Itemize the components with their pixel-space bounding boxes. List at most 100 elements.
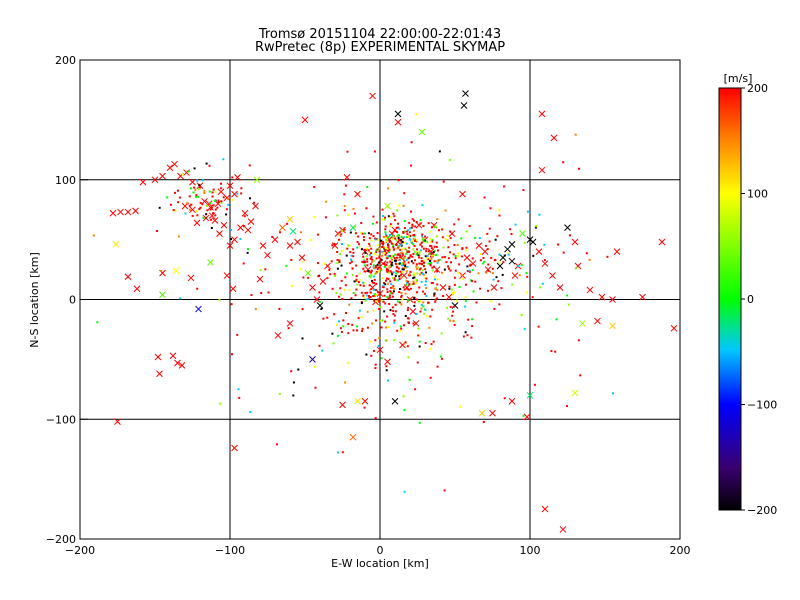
data-point-dot xyxy=(430,254,433,257)
data-point-dot xyxy=(401,268,404,271)
data-point-dot xyxy=(239,237,242,240)
data-point-dot xyxy=(323,262,326,265)
data-point-dot xyxy=(493,307,496,310)
data-point-dot xyxy=(486,248,489,251)
data-point-dot xyxy=(253,201,256,204)
data-point-dot xyxy=(449,251,452,254)
data-point-dot xyxy=(370,252,373,255)
data-point-dot xyxy=(236,333,239,336)
data-point-dot xyxy=(382,242,385,245)
data-point-dot xyxy=(403,342,406,345)
data-point-dot xyxy=(279,231,282,234)
data-point-dot xyxy=(436,365,439,368)
data-point-dot xyxy=(330,260,333,263)
data-point-cross xyxy=(139,178,147,186)
data-point-dot xyxy=(352,255,355,258)
data-point-dot xyxy=(404,266,407,269)
data-point-cross xyxy=(550,134,558,142)
data-point-dot xyxy=(374,339,377,342)
data-point-dot xyxy=(370,288,373,291)
data-point-dot xyxy=(336,258,339,261)
data-point-dot xyxy=(585,252,588,255)
data-point-dot xyxy=(397,226,400,229)
data-point-dot xyxy=(382,300,385,303)
data-point-dot xyxy=(436,249,439,252)
data-point-dot xyxy=(220,201,223,204)
data-point-cross xyxy=(154,353,162,361)
data-point-dot xyxy=(460,255,463,258)
data-point-cross xyxy=(169,352,177,360)
data-point-dot xyxy=(465,230,468,233)
data-point-dot xyxy=(409,239,412,242)
data-point-dot xyxy=(520,313,523,316)
data-point-dot xyxy=(550,350,553,353)
data-point-dot xyxy=(370,247,373,250)
data-point-dot xyxy=(365,247,368,250)
data-point-dot xyxy=(489,207,492,210)
data-point-dot xyxy=(328,268,331,271)
data-point-dot xyxy=(452,253,455,256)
data-point-dot xyxy=(366,326,369,329)
data-point-dot xyxy=(534,226,537,229)
data-point-cross xyxy=(174,359,181,367)
data-point-dot xyxy=(387,297,390,300)
data-point-dot xyxy=(531,296,534,299)
data-point-dot xyxy=(418,421,421,424)
data-point-dot xyxy=(428,252,431,255)
data-point-dot xyxy=(349,231,352,234)
data-point-dot xyxy=(407,229,410,232)
data-point-dot xyxy=(347,323,350,326)
data-point-dot xyxy=(250,294,253,297)
data-point-cross xyxy=(556,284,564,291)
data-point-dot xyxy=(375,272,378,275)
data-point-dot xyxy=(177,235,180,238)
data-point-dot xyxy=(384,250,387,253)
data-point-dot xyxy=(472,290,475,293)
data-point-dot xyxy=(390,271,393,274)
data-point-dot xyxy=(335,292,338,295)
data-point-dot xyxy=(352,207,355,210)
data-point-cross xyxy=(298,254,306,261)
data-point-dot xyxy=(353,225,356,228)
data-point-dot xyxy=(426,256,429,259)
data-point-dot xyxy=(399,273,402,276)
data-point-dot xyxy=(475,301,478,304)
data-point-cross xyxy=(609,296,616,303)
data-point-dot xyxy=(342,319,345,322)
data-point-dot xyxy=(329,273,332,276)
data-point-dot xyxy=(373,289,376,292)
data-point-dot xyxy=(160,269,163,272)
data-point-dot xyxy=(396,253,399,256)
data-point-dot xyxy=(365,255,368,258)
data-point-dot xyxy=(518,274,521,277)
data-point-dot xyxy=(466,270,469,273)
data-point-dot xyxy=(384,233,387,236)
data-point-dot xyxy=(385,240,388,243)
data-point-dot xyxy=(318,291,321,294)
data-point-dot xyxy=(355,275,358,278)
data-point-dot xyxy=(351,274,354,277)
data-point-dot xyxy=(441,271,444,274)
data-point-dot xyxy=(470,336,473,339)
x-tick-label: 100 xyxy=(520,544,541,557)
data-point-dot xyxy=(362,261,365,264)
data-point-dot xyxy=(429,237,432,240)
data-point-dot xyxy=(196,214,199,217)
data-point-dot xyxy=(226,197,229,200)
data-point-dot xyxy=(435,241,438,244)
data-point-dot xyxy=(396,300,399,303)
data-point-cross xyxy=(433,266,441,273)
data-point-cross xyxy=(511,272,519,279)
data-point-dot xyxy=(578,167,581,170)
data-point-dot xyxy=(415,265,418,268)
data-point-dot xyxy=(363,406,366,409)
data-point-dot xyxy=(366,310,369,313)
data-point-dot xyxy=(471,268,474,271)
data-point-dot xyxy=(395,239,398,242)
data-point-dot xyxy=(406,265,409,268)
data-point-dot xyxy=(514,223,517,226)
data-point-dot xyxy=(400,244,403,247)
data-point-dot xyxy=(388,294,391,297)
data-point-cross xyxy=(354,190,361,198)
data-point-dot xyxy=(392,245,395,248)
